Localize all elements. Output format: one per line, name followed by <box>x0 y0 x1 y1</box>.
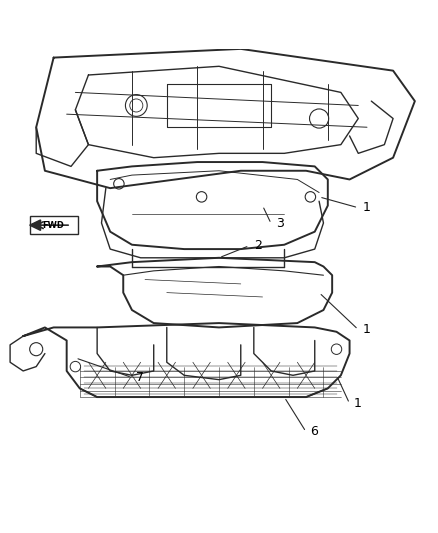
FancyBboxPatch shape <box>30 216 78 234</box>
Polygon shape <box>30 220 41 230</box>
Text: 2: 2 <box>254 239 261 252</box>
Text: 7: 7 <box>136 371 144 384</box>
Text: FWD: FWD <box>42 221 64 230</box>
Text: 3: 3 <box>276 217 283 230</box>
Text: 6: 6 <box>311 425 318 438</box>
Text: 1: 1 <box>363 323 371 336</box>
Text: 1: 1 <box>363 201 371 214</box>
Text: 1: 1 <box>354 397 362 410</box>
